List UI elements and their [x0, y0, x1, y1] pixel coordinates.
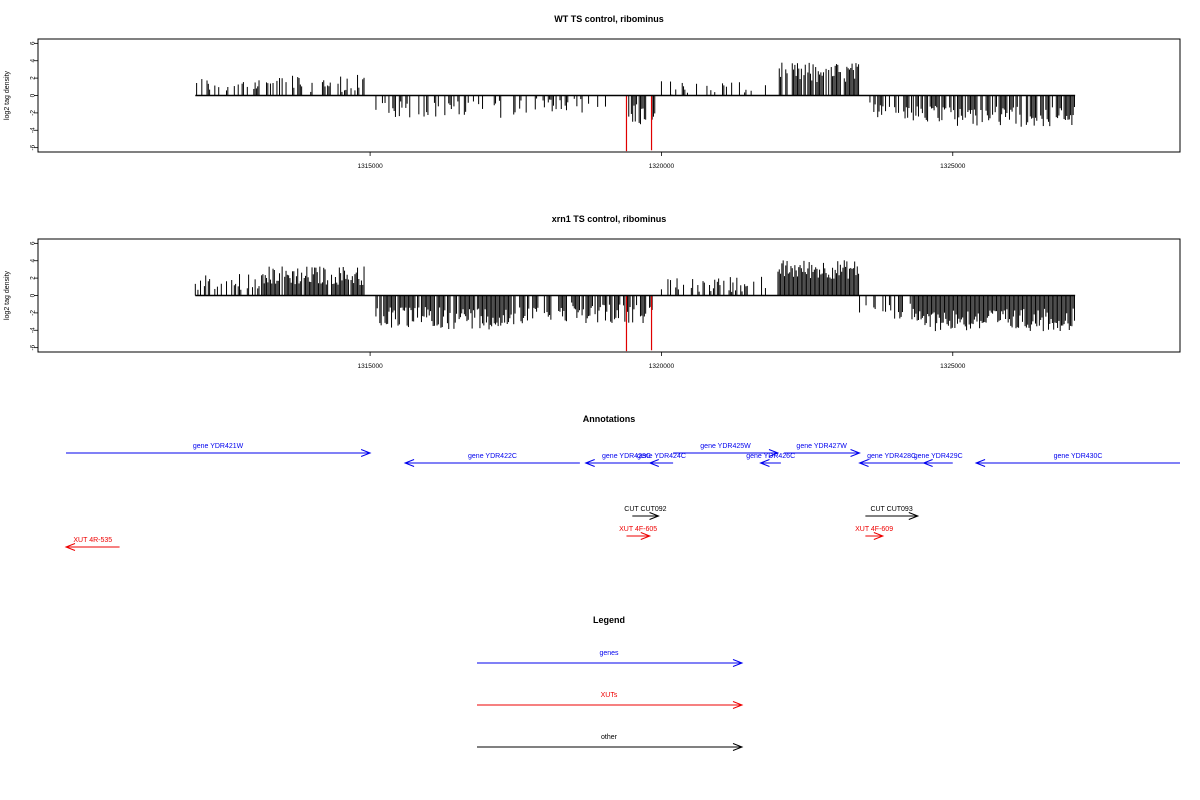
arrow-head — [649, 512, 660, 520]
x-tick-label: 1320000 — [649, 363, 675, 370]
arrow-head — [974, 459, 986, 467]
annotations-title: Annotations — [583, 414, 636, 424]
annotation-feature: gene YDR429C — [914, 453, 963, 467]
y-tick-label: 0 — [30, 93, 37, 97]
arrow-head — [732, 701, 744, 709]
annotation-feature: gene YDR424C — [637, 453, 686, 467]
coverage-panel-1: WT TS control, ribominus 6 4 2 0 -2 -4 -6 log2 t… — [4, 14, 1181, 170]
y-tick-label: 2 — [30, 276, 37, 280]
annotation-feature: gene YDR426C — [746, 453, 795, 467]
arrow-head — [732, 743, 744, 751]
y-tick-label: 2 — [30, 76, 37, 80]
annotation-label: gene YDR427W — [796, 443, 847, 450]
legend-title: Legend — [593, 615, 625, 625]
arrow-head — [858, 459, 869, 467]
legend-label: other — [601, 734, 618, 741]
panel-title: WT TS control, ribominus — [554, 14, 664, 24]
arrow-head — [64, 543, 76, 551]
y-axis-label: log2 tag density — [4, 70, 11, 120]
y-tick-label: 6 — [30, 241, 37, 245]
annotation-label: CUT CUT093 — [870, 506, 912, 513]
annotation-feature: gene YDR421W — [66, 443, 372, 457]
legend-label: genes — [599, 650, 619, 657]
arrow-head — [640, 532, 652, 540]
annotation-feature: gene YDR422C — [403, 453, 580, 467]
annotation-feature: gene YDR425W — [673, 443, 780, 457]
annotation-feature: XUT 4F-609 — [855, 526, 893, 540]
y-tick-label: 6 — [30, 41, 37, 45]
x-tick-label: 1320000 — [649, 163, 675, 170]
arrow-head — [873, 532, 885, 540]
y-tick-label: -4 — [30, 127, 37, 133]
y-tick-label: -6 — [30, 344, 37, 350]
annotation-label: gene YDR426C — [746, 453, 795, 460]
annotation-feature: CUT CUT093 — [865, 506, 920, 520]
annotation-label: gene YDR424C — [637, 453, 686, 460]
x-tick-label: 1325000 — [940, 363, 966, 370]
annotation-label: gene YDR421W — [193, 443, 244, 450]
y-tick-label: -2 — [30, 310, 37, 316]
legend-panel: Legend genes XUTs other — [477, 615, 744, 751]
y-tick-label: 0 — [30, 293, 37, 297]
annotations-panel: Annotations gene YDR421W gene YDR422C gene … — [64, 414, 1180, 551]
x-tick-label: 1325000 — [940, 163, 966, 170]
data-bars — [196, 62, 1075, 127]
y-axis-label: log2 tag density — [4, 270, 11, 320]
legend-item: XUTs — [477, 692, 744, 709]
annotation-feature: gene YDR430C — [974, 453, 1180, 467]
annotation-feature: gene YDR428C — [858, 453, 924, 467]
annotation-label: gene YDR425W — [700, 443, 751, 450]
y-tick-label: -2 — [30, 110, 37, 116]
annotation-label: gene YDR429C — [914, 453, 963, 460]
y-tick-label: -4 — [30, 327, 37, 333]
arrow-head — [759, 459, 770, 467]
annotation-label: XUT 4R-535 — [73, 537, 112, 544]
arrow-head — [360, 449, 372, 457]
arrow-head — [648, 459, 659, 467]
data-bars — [194, 260, 1075, 332]
annotation-label: XUT 4F-605 — [619, 526, 657, 533]
legend-label: XUTs — [601, 692, 618, 699]
annotation-feature: gene YDR427W — [783, 443, 861, 457]
annotation-label: gene YDR422C — [468, 453, 517, 460]
y-tick-label: -6 — [30, 144, 37, 150]
annotation-feature: XUT 4R-535 — [64, 537, 120, 551]
x-tick-label: 1315000 — [357, 363, 383, 370]
y-tick-label: 4 — [30, 59, 37, 63]
annotation-feature: CUT CUT092 — [624, 506, 667, 520]
arrow-head — [768, 449, 780, 457]
annotation-label: CUT CUT092 — [624, 506, 666, 513]
coverage-panel-2: xrn1 TS control, ribominus 6 4 2 0 -2 -4 -6 log2… — [4, 214, 1181, 370]
annotation-label: gene YDR430C — [1054, 453, 1103, 460]
legend-item: other — [477, 734, 744, 751]
annotation-label: gene YDR428C — [867, 453, 916, 460]
annotation-feature: XUT 4F-605 — [619, 526, 657, 540]
arrow-head — [403, 459, 415, 467]
legend-item: genes — [477, 650, 744, 667]
arrow-head — [850, 449, 861, 457]
arrow-head — [584, 459, 595, 467]
panel-title: xrn1 TS control, ribominus — [552, 214, 667, 224]
annotation-label: gene YDR423C — [602, 453, 651, 460]
arrow-head — [922, 459, 933, 467]
arrow-head — [908, 512, 920, 520]
arrow-head — [732, 659, 744, 667]
x-tick-label: 1315000 — [357, 163, 383, 170]
annotation-label: XUT 4F-609 — [855, 526, 893, 533]
y-tick-label: 4 — [30, 259, 37, 263]
